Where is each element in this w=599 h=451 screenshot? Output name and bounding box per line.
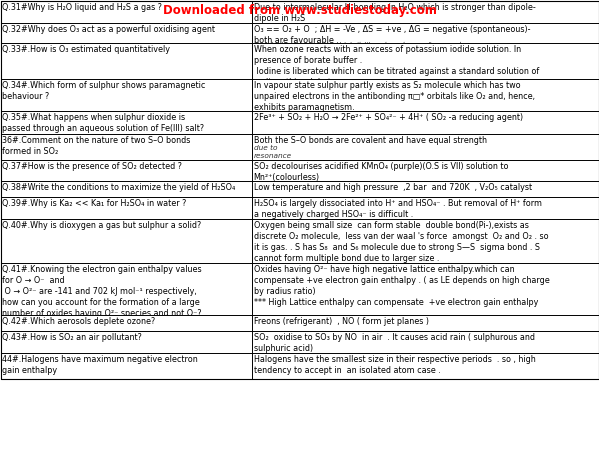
Text: SO₂  oxidise to SO₃ by NO  in air  . It causes acid rain ( sulphurous and
sulphu: SO₂ oxidise to SO₃ by NO in air . It cau… bbox=[253, 333, 534, 353]
Text: Both the S–O bonds are covalent and have equal strength: Both the S–O bonds are covalent and have… bbox=[253, 136, 492, 145]
Text: Q.38#Write the conditions to maximize the yield of H₂SO₄: Q.38#Write the conditions to maximize th… bbox=[2, 183, 235, 192]
Text: H₂SO₄ is largely dissociated into H⁺ and HSO₄⁻ . But removal of H⁺ form
a negati: H₂SO₄ is largely dissociated into H⁺ and… bbox=[253, 199, 541, 219]
Text: Q.40#.Why is dioxygen a gas but sulphur a solid?: Q.40#.Why is dioxygen a gas but sulphur … bbox=[2, 221, 201, 230]
Text: Q.33#.How is O₃ estimated quantitatively: Q.33#.How is O₃ estimated quantitatively bbox=[2, 45, 170, 54]
Text: Due to intermolecular H-bonding in H₂O which is stronger than dipole-
dipole in : Due to intermolecular H-bonding in H₂O w… bbox=[253, 3, 536, 23]
Text: 2Fe³⁺ + SO₂ + H₂O → 2Fe²⁺ + SO₄²⁻ + 4H⁺ ( SO₂ -a reducing agent): 2Fe³⁺ + SO₂ + H₂O → 2Fe²⁺ + SO₄²⁻ + 4H⁺ … bbox=[253, 113, 523, 122]
Text: O₃ == O₂ + O  ; ΔH = -Ve , ΔS = +ve , ΔG = negative (spontaneous)-
both are favo: O₃ == O₂ + O ; ΔH = -Ve , ΔS = +ve , ΔG … bbox=[253, 25, 530, 45]
Text: Q.35#.What happens when sulphur dioxide is
passed through an aqueous solution of: Q.35#.What happens when sulphur dioxide … bbox=[2, 113, 204, 133]
Bar bbox=[1, 1, 598, 379]
Text: In vapour state sulphur partly exists as S₂ molecule which has two
unpaired elec: In vapour state sulphur partly exists as… bbox=[253, 81, 534, 112]
Text: Due to the ease with which it liberates atoms of nascent oxygen: Due to the ease with which it liberates … bbox=[253, 42, 491, 48]
Text: 36#.Comment on the nature of two S–O bonds
formed in SO₂: 36#.Comment on the nature of two S–O bon… bbox=[2, 136, 190, 156]
Text: Q.31#Why is H₂O liquid and H₂S a gas ?: Q.31#Why is H₂O liquid and H₂S a gas ? bbox=[2, 3, 162, 12]
Text: 44#.Halogens have maximum negative electron
gain enthalpy: 44#.Halogens have maximum negative elect… bbox=[2, 355, 198, 375]
Text: Q.43#.How is SO₂ an air pollutant?: Q.43#.How is SO₂ an air pollutant? bbox=[2, 333, 142, 342]
Text: Oxygen being small size  can form stable  double bond(Pi-),exists as
discrete O₂: Oxygen being small size can form stable … bbox=[253, 221, 548, 263]
Text: Oxides having O²⁻ have high negative lattice enthalpy.which can
compensate +ve e: Oxides having O²⁻ have high negative lat… bbox=[253, 265, 549, 307]
Text: Downloaded from www.studiestoday.com: Downloaded from www.studiestoday.com bbox=[162, 4, 437, 17]
Text: When ozone reacts with an excess of potassium iodide solution. In
presence of bo: When ozone reacts with an excess of pota… bbox=[253, 45, 539, 87]
Text: SO₂ decolourises acidified KMnO₄ (purple)(O.S is VII) solution to
Mn²⁺(colourles: SO₂ decolourises acidified KMnO₄ (purple… bbox=[253, 162, 508, 182]
Text: Halogens have the smallest size in their respective periods  . so , high
tendenc: Halogens have the smallest size in their… bbox=[253, 355, 536, 375]
Text: Low temperature and high pressure  ,2 bar  and 720K  , V₂O₅ catalyst: Low temperature and high pressure ,2 bar… bbox=[253, 183, 532, 192]
Text: Q.34#.Which form of sulphur shows paramagnetic
behaviour ?: Q.34#.Which form of sulphur shows parama… bbox=[2, 81, 205, 101]
Text: Q.32#Why does O₃ act as a powerful oxidising agent: Q.32#Why does O₃ act as a powerful oxidi… bbox=[2, 25, 215, 34]
Text: Q.42#.Which aerosols deplete ozone?: Q.42#.Which aerosols deplete ozone? bbox=[2, 317, 155, 326]
Text: Freons (refrigerant)  , NO ( form jet planes ): Freons (refrigerant) , NO ( form jet pla… bbox=[253, 317, 428, 326]
Text: Q.37#How is the presence of SO₂ detected ?: Q.37#How is the presence of SO₂ detected… bbox=[2, 162, 182, 171]
Text: Q.41#.Knowing the electron gain enthalpy values
for O → O⁻  and
 O → O²⁻ are -14: Q.41#.Knowing the electron gain enthalpy… bbox=[2, 265, 202, 318]
Text: due to
resonance: due to resonance bbox=[253, 145, 292, 158]
Text: Q.39#.Why is Ka₂ << Ka₁ for H₂SO₄ in water ?: Q.39#.Why is Ka₂ << Ka₁ for H₂SO₄ in wat… bbox=[2, 199, 186, 208]
